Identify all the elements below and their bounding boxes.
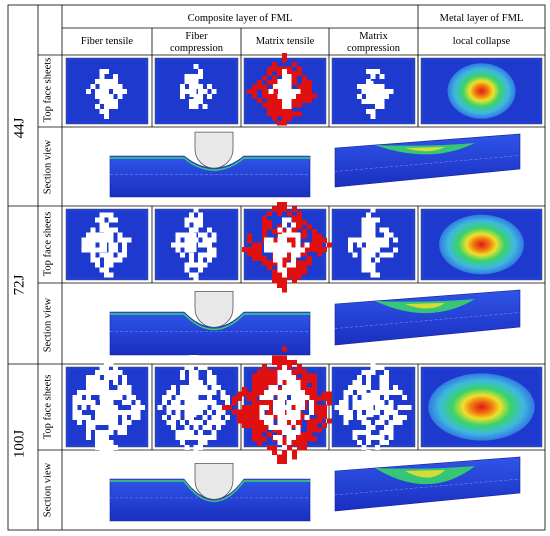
section-views-44j <box>109 131 521 198</box>
col-header-matrix-tensile: Matrix tensile <box>241 36 329 48</box>
col-header-fiber-compression-line2: compression <box>169 43 224 54</box>
panel-matrix-tensile-100j <box>222 346 347 464</box>
panel-matrix-tensile-72j <box>242 202 332 293</box>
composite-layer-header: Composite layer of FML <box>187 13 293 24</box>
panel-local-collapse-100j <box>420 366 543 448</box>
panel-local-collapse-44j <box>420 57 543 125</box>
row-label-top-44j: Top face sheets <box>42 57 54 123</box>
section-views-100j <box>109 456 521 522</box>
row-label-section-44j: Section view <box>42 139 54 195</box>
col-header-local-collapse-line1: local collapse <box>452 36 511 47</box>
metal-layer-header: Metal layer of FML <box>439 13 524 24</box>
col-header-fiber-tensile: Fiber tensile <box>62 36 152 48</box>
energy-label-100j: 100J <box>11 429 28 459</box>
energy-label-72j: 72J <box>11 274 28 296</box>
col-header-matrix-compression: Matrix compression <box>329 31 418 55</box>
panel-local-collapse-72j <box>420 208 543 281</box>
row-label-section-100j: Section view <box>42 462 54 518</box>
col-header-matrix-compression-line1: Matrix <box>359 31 388 42</box>
col-header-fiber-tensile-line1: Fiber tensile <box>80 36 134 47</box>
row-label-section-72j: Section view <box>42 297 54 353</box>
col-header-fiber-compression: Fiber compression <box>152 31 241 55</box>
panel-matrix-compression-100j <box>331 355 416 460</box>
col-header-local-collapse: local collapse <box>418 36 545 48</box>
panel-matrix-compression-44j <box>331 57 416 125</box>
table-frame <box>7 4 546 531</box>
panel-fiber-compression-72j <box>154 207 239 283</box>
row-label-top-100j: Top face sheets <box>42 374 54 440</box>
panel-fiber-tensile-44j <box>65 57 149 125</box>
panel-fiber-tensile-100j <box>65 360 149 460</box>
col-header-fiber-compression-line1: Fiber <box>185 31 208 42</box>
col-header-matrix-tensile-line1: Matrix tensile <box>255 36 315 47</box>
section-views-72j <box>109 289 521 356</box>
panel-matrix-tensile-44j <box>243 53 327 126</box>
energy-label-44j: 44J <box>11 117 28 139</box>
panel-fiber-compression-44j <box>154 57 239 125</box>
panel-matrix-compression-72j <box>331 207 416 281</box>
col-header-matrix-compression-line2: compression <box>346 43 401 54</box>
row-label-top-72j: Top face sheets <box>42 211 54 277</box>
panel-fiber-tensile-72j <box>65 208 149 281</box>
